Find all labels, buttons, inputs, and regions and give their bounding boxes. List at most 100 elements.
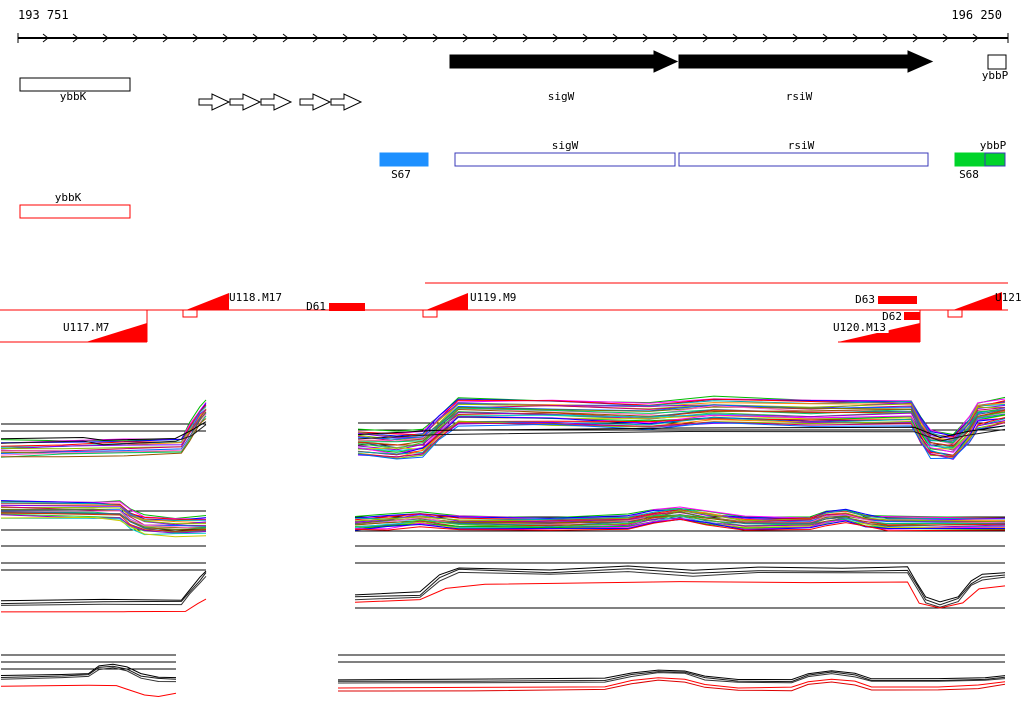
profile-line xyxy=(354,565,1006,603)
segment-sigW[interactable] xyxy=(454,152,676,167)
expression-panel-2 xyxy=(0,500,1006,547)
profile-line xyxy=(0,508,207,529)
ruler-tick xyxy=(402,33,409,43)
marker-U121[interactable] xyxy=(953,292,1002,310)
gene-rsiW-forward[interactable] xyxy=(678,50,934,73)
repeat-arrow-4[interactable] xyxy=(299,93,332,111)
profile-line xyxy=(0,510,207,530)
ruler-tick xyxy=(552,33,559,43)
marker-U117-M7[interactable] xyxy=(86,323,147,342)
segment-ybbP-label: ybbP xyxy=(980,139,1007,152)
marker-D62[interactable] xyxy=(904,312,920,320)
profile-line xyxy=(0,575,207,606)
profile-line xyxy=(0,517,207,536)
profile-line xyxy=(337,669,1006,681)
profile-line xyxy=(354,571,1006,608)
profile-line xyxy=(0,408,207,450)
marker-U119-M9-label: U119.M9 xyxy=(470,291,516,304)
gene-ybbK-reverse[interactable] xyxy=(19,204,131,219)
gene-ybbP-forward[interactable] xyxy=(987,54,1007,70)
ruler-tick xyxy=(372,33,379,43)
ruler-tick xyxy=(852,33,859,43)
profile-line xyxy=(337,672,1006,684)
ruler-tick xyxy=(882,33,889,43)
gene-ybbK-reverse-label: ybbK xyxy=(55,191,82,204)
ruler-tick xyxy=(672,33,679,43)
ruler-tick xyxy=(522,33,529,43)
coordinate-end-label: 196 250 xyxy=(951,8,1002,22)
profile-line xyxy=(0,598,207,613)
profile-line xyxy=(0,516,207,538)
profile-line xyxy=(354,568,1006,606)
ruler-tick xyxy=(822,33,829,43)
profile-line xyxy=(354,581,1006,609)
segment-rsiW[interactable] xyxy=(678,152,929,167)
marker-U121-label: U121. xyxy=(995,291,1024,304)
ruler-tick xyxy=(762,33,769,43)
profile-line xyxy=(354,518,1006,532)
expression-panels xyxy=(0,395,1006,698)
ruler-tick xyxy=(342,33,349,43)
probe-bracket-1 xyxy=(182,310,198,318)
profile-line xyxy=(357,421,1006,460)
ruler-tick xyxy=(732,33,739,43)
profile-line xyxy=(0,421,207,441)
profile-line xyxy=(357,420,1006,459)
profile-line xyxy=(0,572,207,605)
ruler-tick xyxy=(702,33,709,43)
marker-U120-M13-label-bg xyxy=(831,322,889,333)
ruler-tick xyxy=(252,33,259,43)
ruler-tick xyxy=(942,33,949,43)
expression-panel-1 xyxy=(0,395,1006,460)
expression-panel-4 xyxy=(0,654,1006,698)
ruler-tick xyxy=(312,33,319,43)
repeat-arrow-2[interactable] xyxy=(229,93,262,111)
marker-U118-M17[interactable] xyxy=(186,293,229,310)
gene-sigW-forward[interactable] xyxy=(449,50,679,73)
profile-line xyxy=(0,512,207,532)
ruler-tick xyxy=(42,33,49,43)
profile-line xyxy=(0,399,207,442)
ruler-tick xyxy=(282,33,289,43)
annotation-tracks: ybbK sigW rsiW ybbP S67 sigW rsiW S68 ybbP ybbK xyxy=(19,50,1009,219)
gene-ybbK-forward[interactable] xyxy=(19,77,131,92)
gene-sigW-forward-label: sigW xyxy=(548,90,575,103)
profile-line xyxy=(357,425,1006,439)
marker-U117-M7-label: U117.M7 xyxy=(63,321,109,334)
profile-line xyxy=(1,418,207,458)
profile-line xyxy=(0,403,207,444)
profile-line xyxy=(0,663,177,679)
repeat-arrow-3[interactable] xyxy=(260,93,293,111)
repeat-arrow-1[interactable] xyxy=(198,93,231,111)
coordinate-start-label: 193 751 xyxy=(18,8,69,22)
ruler-tick xyxy=(612,33,619,43)
segment-sigW-label: sigW xyxy=(552,139,579,152)
ruler-tick xyxy=(102,33,109,43)
repeat-arrow-5[interactable] xyxy=(330,93,363,111)
profile-line xyxy=(357,428,1006,442)
profile-line xyxy=(0,684,177,698)
ruler-tick xyxy=(132,33,139,43)
profile-line xyxy=(337,677,1006,689)
marker-D62-label: D62 xyxy=(882,310,902,323)
profile-line xyxy=(0,507,206,525)
ruler-tick xyxy=(462,33,469,43)
profile-line xyxy=(0,424,207,446)
marker-D61[interactable] xyxy=(329,303,365,311)
ruler-tick xyxy=(582,33,589,43)
segment-S67[interactable] xyxy=(379,152,429,167)
profile-line xyxy=(337,679,1006,692)
segment-S68-label: S68 xyxy=(959,168,979,181)
gene-rsiW-forward-label: rsiW xyxy=(786,90,813,103)
marker-D63[interactable] xyxy=(878,296,917,304)
profile-line xyxy=(354,509,1006,523)
segment-S68[interactable] xyxy=(954,152,1006,167)
expression-panel-3 xyxy=(0,562,1006,613)
profile-line xyxy=(0,409,207,452)
segment-ybbP[interactable] xyxy=(984,152,1006,167)
profile-line xyxy=(357,414,1006,455)
segment-S67-label: S67 xyxy=(391,168,411,181)
marker-U119-M9[interactable] xyxy=(426,293,468,310)
